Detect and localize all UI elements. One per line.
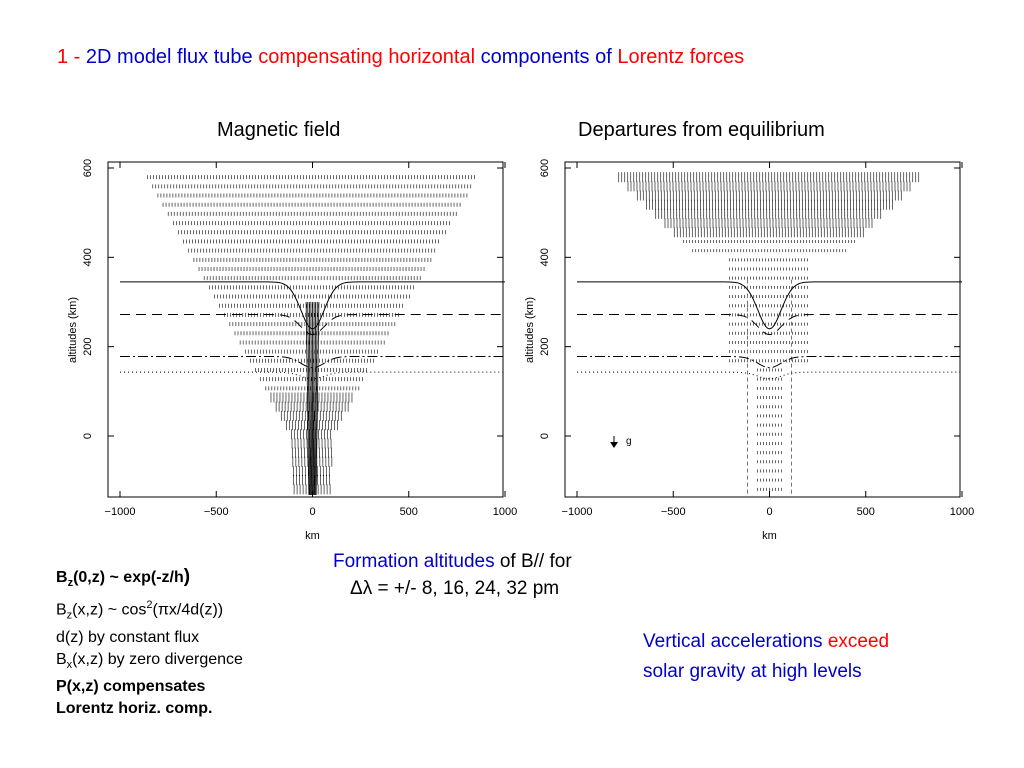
magnetic-field-plot: −1000 −500 0 500 1000 0 200 400 600 altitudes (km…: [67, 159, 517, 542]
curve-8pm: [120, 281, 505, 330]
curve-32pm: [120, 371, 505, 380]
x-tick-label: 500: [400, 506, 418, 518]
note-bzx: Bz(x,z) ~ cos2(πx/4d(z)): [56, 599, 224, 622]
x-tick-label: 500: [857, 506, 875, 518]
left-panel-title: Magnetic field: [217, 119, 341, 141]
curve-24pm: [120, 356, 505, 369]
title-lorentz: Lorentz forces: [617, 46, 745, 68]
curve-16pm: [577, 314, 962, 336]
x-tick-label: 0: [766, 506, 772, 518]
plot-frame: [564, 161, 961, 498]
curve-32pm: [577, 371, 962, 380]
x-tick-label: −500: [204, 506, 229, 518]
y-tick-label: 200: [82, 337, 94, 355]
vertical-blue: Vertical accelerations: [643, 631, 823, 652]
title-components: components of: [480, 46, 612, 68]
vertical-caption: Vertical accelerations exceed solar grav…: [643, 627, 889, 687]
curve-16pm: [120, 314, 505, 336]
y-axis-label: altitudes (km): [67, 297, 79, 363]
note-bz0: Bz(0,z) ~ exp(-z/h): [56, 566, 191, 590]
note-dz: d(z) by constant flux: [56, 628, 200, 646]
formation-caption: Formation altitudes of B// for Δλ = +/- …: [333, 548, 572, 602]
curve-8pm: [577, 281, 962, 330]
tube-line: [305, 301, 310, 496]
departures-plot: −1000 −500 0 500 1000 0 200 400 600 altitudes (km…: [524, 159, 974, 542]
gravity-arrowhead: [610, 442, 618, 448]
tube-line: [307, 301, 311, 496]
x-tick-label: −500: [661, 506, 686, 518]
formation-blue: Formation altitudes: [333, 551, 495, 572]
slide-title: 1 - 2D model flux tube compensating hori…: [57, 46, 744, 69]
model-notes: Bz(0,z) ~ exp(-z/h) Bz(x,z) ~ cos2(πx/4d…: [56, 566, 243, 720]
x-axis-label: km: [762, 530, 777, 542]
y-tick-label: 400: [82, 248, 94, 266]
note-bx: Bx(x,z) by zero divergence: [56, 650, 243, 671]
y-tick-label: 0: [539, 433, 551, 439]
gravity-label: g: [626, 436, 632, 447]
x-axis-label: km: [305, 530, 320, 542]
title-number: 1 -: [57, 46, 81, 68]
y-tick-label: 600: [82, 159, 94, 177]
x-tick-label: 1000: [493, 506, 517, 518]
field-hatching: [618, 172, 920, 491]
formation-wavelengths: Δλ = +/- 8, 16, 24, 32 pm: [350, 578, 560, 599]
x-tick-label: −1000: [105, 506, 136, 518]
title-model: 2D model flux tube: [85, 46, 253, 68]
curve-24pm: [577, 356, 962, 369]
plot-frame: [107, 161, 504, 498]
y-tick-label: 0: [82, 433, 94, 439]
note-lorentz: Lorentz horiz. comp.: [56, 699, 213, 717]
x-tick-label: 0: [309, 506, 315, 518]
right-panel-title: Departures from equilibrium: [578, 119, 825, 141]
formation-black: of B// for: [499, 551, 572, 572]
title-compensating: compensating horizontal: [258, 46, 476, 68]
note-pressure: P(x,z) compensates: [56, 677, 206, 695]
tube-line: [315, 301, 320, 496]
y-axis-label: altitudes (km): [524, 297, 536, 363]
x-tick-label: −1000: [562, 506, 593, 518]
vertical-exceed: exceed: [827, 631, 890, 652]
y-tick-label: 200: [539, 337, 551, 355]
x-tick-label: 1000: [950, 506, 974, 518]
tube-line: [314, 301, 318, 496]
vertical-line2: solar gravity at high levels: [643, 661, 862, 682]
tube-line: [313, 301, 317, 496]
y-tick-label: 600: [539, 159, 551, 177]
y-tick-label: 400: [539, 248, 551, 266]
